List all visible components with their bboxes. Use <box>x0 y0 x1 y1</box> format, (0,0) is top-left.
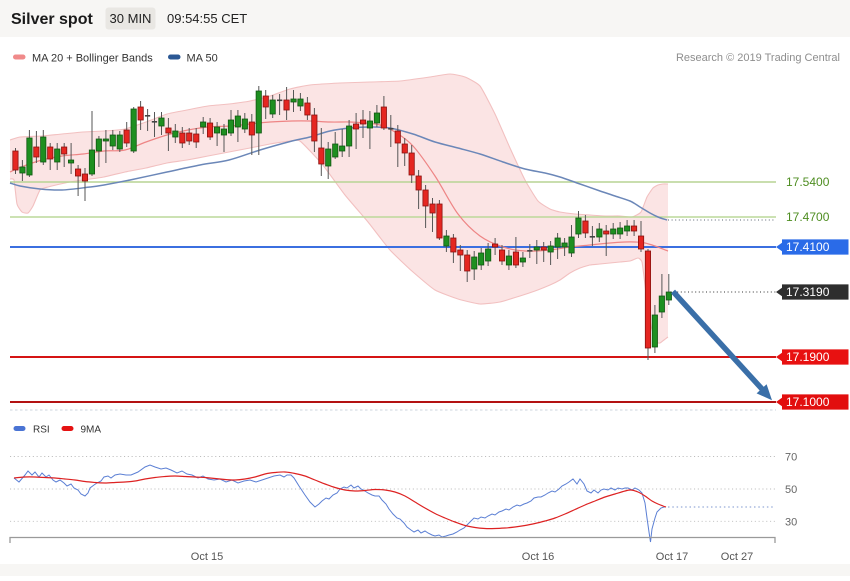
svg-text:30 MIN: 30 MIN <box>110 11 152 26</box>
svg-text:Silver spot: Silver spot <box>11 11 93 28</box>
svg-text:50: 50 <box>785 484 797 496</box>
svg-text:17.4100: 17.4100 <box>786 240 830 254</box>
svg-text:30: 30 <box>785 516 797 528</box>
svg-text:Oct 16: Oct 16 <box>522 551 554 563</box>
svg-text:17.1000: 17.1000 <box>786 395 830 409</box>
svg-text:Research © 2019 Trading Centra: Research © 2019 Trading Central <box>676 52 840 64</box>
svg-text:17.1900: 17.1900 <box>786 350 830 364</box>
svg-text:RSI: RSI <box>33 425 50 436</box>
svg-text:17.3190: 17.3190 <box>786 285 830 299</box>
svg-text:MA 20 + Bollinger Bands: MA 20 + Bollinger Bands <box>32 53 153 65</box>
svg-text:Oct 27: Oct 27 <box>721 551 753 563</box>
svg-text:70: 70 <box>785 452 797 464</box>
svg-text:9MA: 9MA <box>81 425 102 436</box>
svg-text:17.4700: 17.4700 <box>786 210 830 224</box>
svg-text:09:54:55 CET: 09:54:55 CET <box>167 11 247 26</box>
svg-text:Oct 17: Oct 17 <box>656 551 688 563</box>
svg-text:17.5400: 17.5400 <box>786 175 830 189</box>
svg-text:Oct 15: Oct 15 <box>191 551 223 563</box>
svg-text:MA 50: MA 50 <box>187 53 218 65</box>
